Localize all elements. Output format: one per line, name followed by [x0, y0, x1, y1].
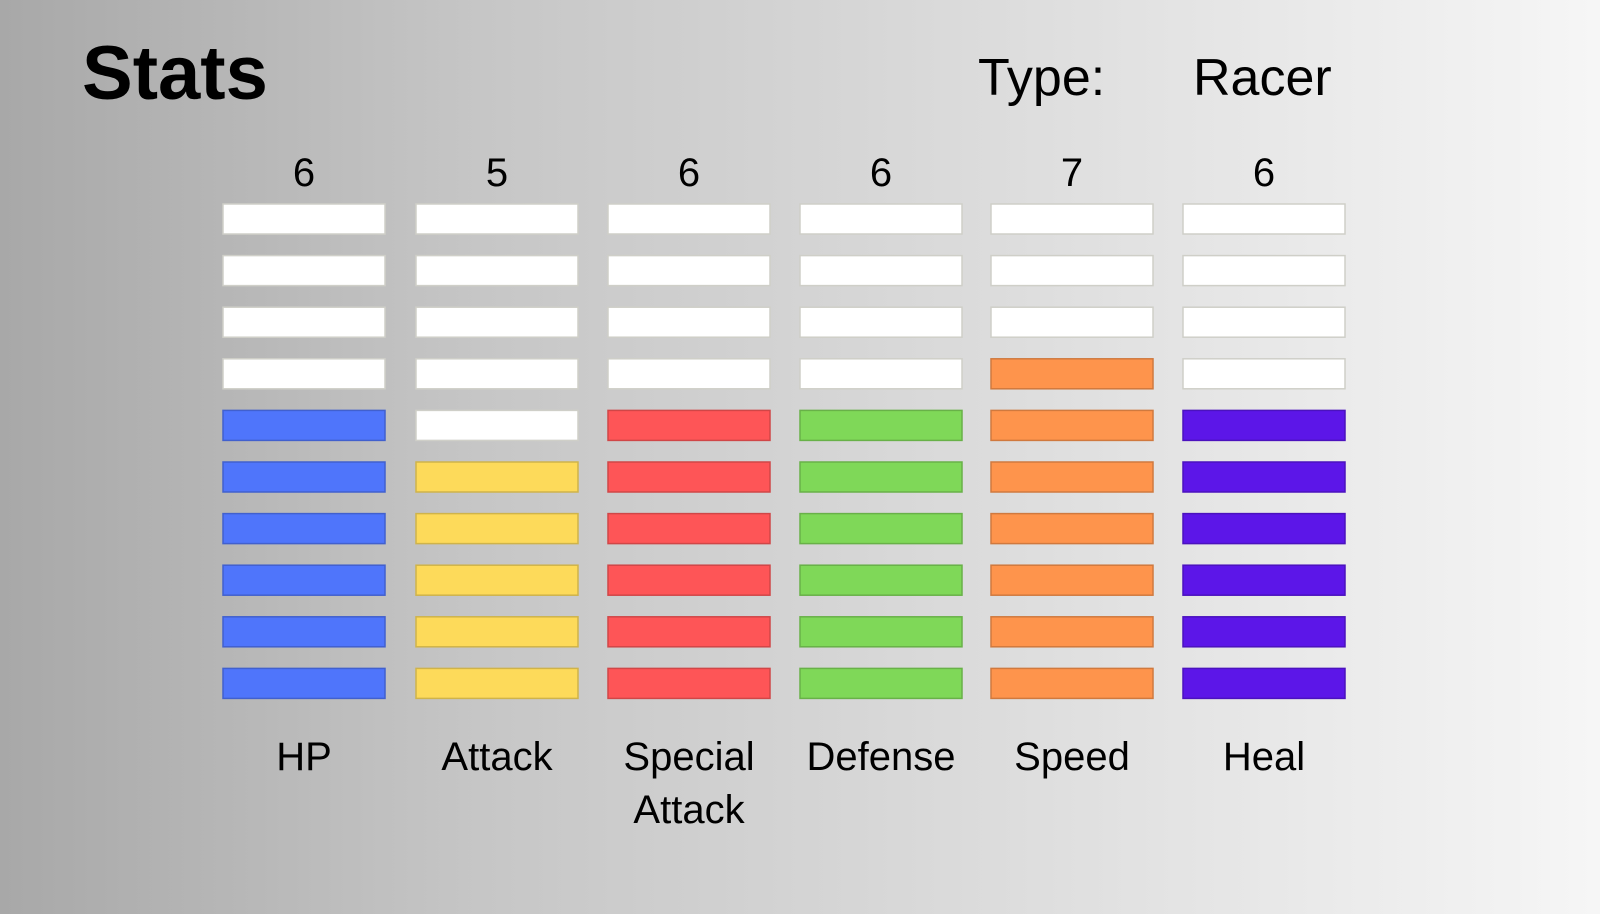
filled-segment-speed: [990, 667, 1154, 700]
filled-segment-hp: [222, 461, 386, 493]
filled-segment-hp: [222, 616, 386, 648]
filled-segment-defense: [799, 616, 963, 648]
stat-label-special-attack: Special Attack: [623, 735, 754, 832]
stat-value-attack: 5: [486, 151, 508, 195]
page-title: Stats: [82, 31, 268, 116]
stat-label-hp: HP: [276, 735, 332, 779]
filled-segment-hp: [222, 512, 386, 545]
empty-segment-hp: [222, 254, 386, 287]
filled-segment-heal: [1182, 564, 1346, 596]
empty-segment-attack: [415, 306, 579, 338]
filled-segment-hp: [222, 409, 386, 442]
empty-segment-speed: [990, 254, 1154, 287]
empty-segment-heal: [1182, 358, 1346, 390]
empty-segment-special-attack: [607, 358, 771, 390]
empty-segment-special-attack: [607, 306, 771, 338]
empty-segment-special-attack: [607, 203, 771, 235]
empty-segment-defense: [799, 203, 963, 235]
empty-segment-attack: [415, 254, 579, 287]
filled-segment-special-attack: [607, 616, 771, 648]
filled-segment-speed: [990, 409, 1154, 442]
stat-value-special-attack: 6: [678, 151, 700, 195]
stat-value-speed: 7: [1061, 151, 1083, 195]
filled-segment-speed: [990, 358, 1154, 390]
filled-segment-speed: [990, 616, 1154, 648]
filled-segment-defense: [799, 461, 963, 493]
filled-segment-special-attack: [607, 512, 771, 545]
filled-segment-special-attack: [607, 409, 771, 442]
filled-segment-attack: [415, 667, 579, 700]
empty-segment-heal: [1182, 306, 1346, 338]
filled-segment-defense: [799, 512, 963, 545]
empty-segment-defense: [799, 306, 963, 338]
stat-value-defense: 6: [870, 151, 892, 195]
stat-label-defense: Defense: [807, 735, 956, 779]
filled-segment-hp: [222, 667, 386, 700]
filled-segment-heal: [1182, 667, 1346, 700]
type-value: Racer: [1193, 49, 1332, 107]
empty-segment-attack: [415, 203, 579, 235]
filled-segment-speed: [990, 564, 1154, 596]
empty-segment-heal: [1182, 203, 1346, 235]
stat-label-heal: Heal: [1223, 735, 1305, 779]
filled-segment-hp: [222, 564, 386, 596]
empty-segment-heal: [1182, 254, 1346, 287]
empty-segment-speed: [990, 203, 1154, 235]
empty-segment-hp: [222, 203, 386, 235]
filled-segment-heal: [1182, 512, 1346, 545]
filled-segment-attack: [415, 512, 579, 545]
filled-segment-speed: [990, 512, 1154, 545]
filled-segment-special-attack: [607, 667, 771, 700]
stat-label-speed: Speed: [1014, 735, 1130, 779]
stat-label-attack: Attack: [441, 735, 553, 779]
filled-segment-special-attack: [607, 461, 771, 493]
stat-value-heal: 6: [1253, 151, 1275, 195]
filled-segment-defense: [799, 409, 963, 442]
empty-segment-attack: [415, 409, 579, 442]
empty-segment-hp: [222, 306, 386, 338]
filled-segment-heal: [1182, 461, 1346, 493]
filled-segment-defense: [799, 564, 963, 596]
empty-segment-defense: [799, 254, 963, 287]
filled-segment-heal: [1182, 409, 1346, 442]
empty-segment-defense: [799, 358, 963, 390]
filled-segment-heal: [1182, 616, 1346, 648]
filled-segment-speed: [990, 461, 1154, 493]
filled-segment-attack: [415, 461, 579, 493]
filled-segment-defense: [799, 667, 963, 700]
filled-segment-special-attack: [607, 564, 771, 596]
filled-segment-attack: [415, 564, 579, 596]
type-label: Type:: [978, 49, 1106, 107]
empty-segment-attack: [415, 358, 579, 390]
empty-segment-hp: [222, 358, 386, 390]
stat-value-hp: 6: [293, 151, 315, 195]
filled-segment-attack: [415, 616, 579, 648]
empty-segment-speed: [990, 306, 1154, 338]
empty-segment-special-attack: [607, 254, 771, 287]
